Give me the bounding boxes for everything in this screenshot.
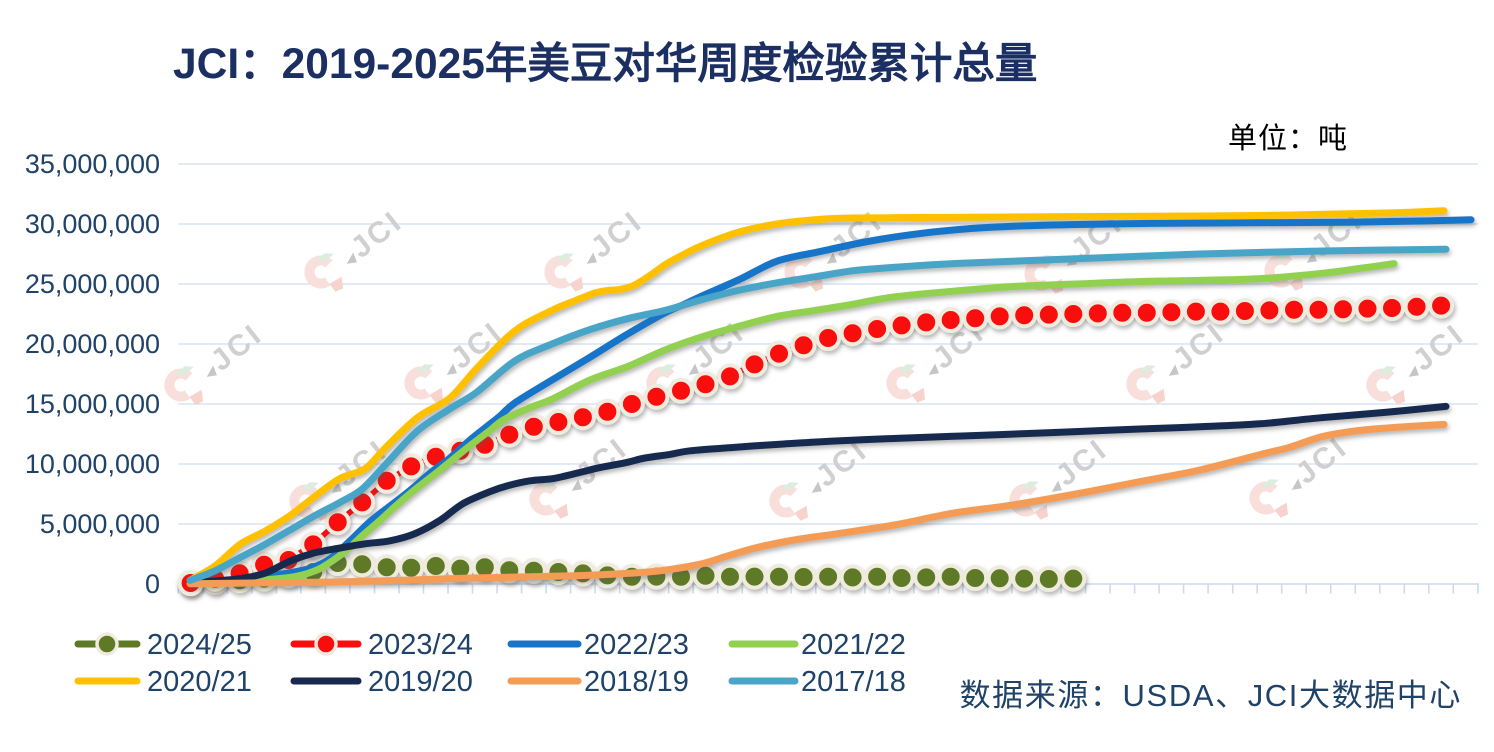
svg-text:30,000,000: 30,000,000 xyxy=(25,209,160,239)
svg-text:数据来源：USDA、JCI大数据中心: 数据来源：USDA、JCI大数据中心 xyxy=(960,678,1462,713)
svg-text:2023/24: 2023/24 xyxy=(368,629,473,661)
svg-text:2017/18: 2017/18 xyxy=(801,666,906,698)
svg-text:35,000,000: 35,000,000 xyxy=(25,149,160,179)
svg-text:10,000,000: 10,000,000 xyxy=(25,449,160,479)
svg-text:25,000,000: 25,000,000 xyxy=(25,269,160,299)
svg-text:2019/20: 2019/20 xyxy=(368,666,473,698)
svg-text:0: 0 xyxy=(145,569,160,599)
svg-text:15,000,000: 15,000,000 xyxy=(25,389,160,419)
svg-text:单位：吨: 单位：吨 xyxy=(1228,122,1348,155)
svg-text:2022/23: 2022/23 xyxy=(584,629,689,661)
svg-text:2018/19: 2018/19 xyxy=(584,666,689,698)
svg-text:20,000,000: 20,000,000 xyxy=(25,329,160,359)
svg-text:2020/21: 2020/21 xyxy=(147,666,252,698)
svg-text:JCI：2019-2025年美豆对华周度检验累计总量: JCI：2019-2025年美豆对华周度检验累计总量 xyxy=(173,41,1037,88)
svg-text:2021/22: 2021/22 xyxy=(801,629,906,661)
svg-text:5,000,000: 5,000,000 xyxy=(40,509,160,539)
svg-text:2024/25: 2024/25 xyxy=(147,629,252,661)
